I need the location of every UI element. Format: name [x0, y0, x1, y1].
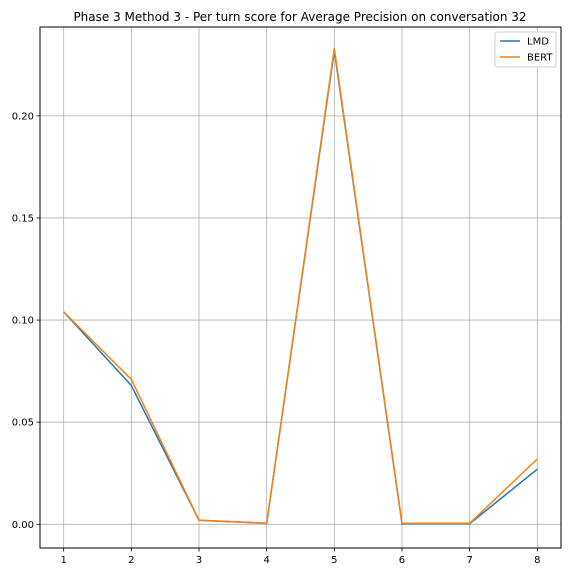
y-axis: 0.00 0.05 0.10 0.15 0.20	[12, 111, 40, 531]
x-tick-label: 4	[263, 555, 269, 566]
x-tick-label: 5	[331, 555, 337, 566]
x-tick-label: 2	[128, 555, 134, 566]
y-tick-label: 0.00	[12, 520, 34, 531]
x-tick-label: 1	[60, 555, 66, 566]
series-line-bert	[63, 47, 538, 525]
x-axis: 1 2 3 4 5 6 7 8	[60, 548, 541, 566]
legend: LMD BERT	[494, 31, 557, 68]
chart-title: Phase 3 Method 3 - Per turn score for Av…	[73, 10, 526, 24]
y-tick-label: 0.05	[12, 418, 34, 429]
x-tick-label: 3	[196, 555, 202, 566]
x-tick-label: 7	[466, 555, 472, 566]
x-tick-label: 8	[534, 555, 540, 566]
series-group	[63, 47, 538, 525]
legend-label-lmd: LMD	[527, 37, 549, 48]
y-tick-label: 0.15	[12, 213, 34, 224]
y-tick-label: 0.20	[12, 111, 34, 122]
legend-label-bert: BERT	[527, 53, 553, 64]
grid	[40, 27, 561, 548]
y-tick-label: 0.10	[12, 316, 34, 327]
x-tick-label: 6	[399, 555, 405, 566]
plot-frame	[39, 26, 562, 549]
